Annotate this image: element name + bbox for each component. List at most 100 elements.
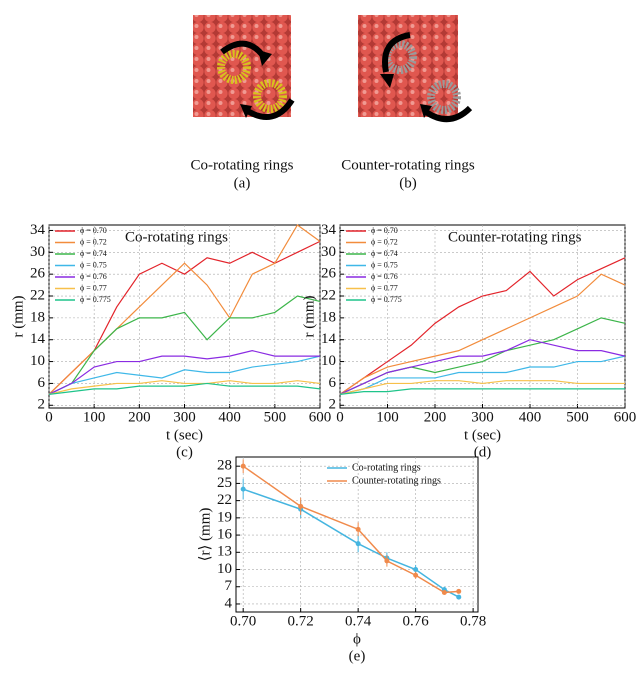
- legend-label: ϕ = 0.74: [80, 249, 107, 258]
- x-tick-label: 0.74: [345, 613, 372, 629]
- y-tick-label: 10: [217, 561, 232, 577]
- legend-label: ϕ = 0.74: [371, 249, 398, 258]
- panel-label: (b): [399, 175, 417, 191]
- series-line: [339, 339, 626, 395]
- x-tick-label: 0.78: [460, 613, 486, 629]
- x-tick-label: 400: [519, 409, 542, 425]
- y-tick-label: 7: [225, 578, 233, 594]
- series-line: [339, 355, 626, 395]
- x-axis-label: t (sec): [166, 427, 203, 443]
- legend-label: ϕ = 0.76: [371, 272, 398, 281]
- data-point: [456, 594, 462, 600]
- legend-label: Co-rotating rings: [352, 462, 421, 473]
- image-b: [358, 15, 473, 122]
- panel-label: (c): [176, 444, 193, 460]
- legend-label: ϕ = 0.77: [80, 283, 107, 292]
- legend-label: ϕ = 0.77: [371, 283, 398, 292]
- panel-label: (d): [474, 444, 492, 460]
- series-line: [339, 380, 625, 395]
- y-tick-label: 6: [329, 375, 337, 391]
- y-tick-label: 13: [217, 544, 232, 560]
- y-tick-label: 2: [38, 397, 46, 413]
- legend-label: Counter-rotating rings: [352, 475, 441, 486]
- y-tick-label: 26: [30, 266, 46, 282]
- annotation: Co-rotating rings: [125, 229, 228, 245]
- x-tick-label: 0.70: [230, 613, 256, 629]
- y-tick-label: 30: [321, 244, 336, 260]
- y-axis-label: ⟨r⟩ (mm): [197, 508, 213, 562]
- x-tick-label: 0: [45, 409, 53, 425]
- image-a: [193, 15, 295, 121]
- y-tick-label: 4: [225, 595, 233, 611]
- x-tick-label: 0: [336, 409, 344, 425]
- legend-label: ϕ = 0.70: [80, 226, 107, 235]
- series-line: [339, 273, 626, 395]
- y-tick-label: 34: [30, 222, 46, 238]
- x-tick-label: 300: [471, 409, 494, 425]
- series-line: [48, 382, 321, 395]
- y-tick-label: 14: [321, 331, 337, 347]
- data-point: [240, 463, 246, 469]
- series-line: [48, 380, 321, 395]
- y-tick-label: 28: [217, 458, 232, 474]
- series-line: [48, 350, 320, 395]
- y-axis-label: r (mm): [10, 295, 26, 337]
- y-tick-label: 25: [217, 475, 232, 491]
- x-axis-label: t (sec): [464, 427, 501, 443]
- data-point: [298, 503, 304, 509]
- y-tick-label: 26: [321, 266, 337, 282]
- x-tick-label: 600: [614, 409, 637, 425]
- y-tick-label: 19: [217, 509, 232, 525]
- x-tick-label: 600: [309, 409, 332, 425]
- data-point: [355, 541, 361, 547]
- y-axis-label: r (mm): [301, 295, 317, 337]
- legend-label: ϕ = 0.75: [80, 260, 107, 269]
- x-tick-label: 200: [424, 409, 447, 425]
- x-tick-label: 500: [264, 409, 287, 425]
- data-point: [384, 558, 390, 564]
- legend-label: ϕ = 0.75: [371, 260, 398, 269]
- x-tick-label: 0.72: [288, 613, 314, 629]
- legend-label: ϕ = 0.775: [80, 295, 111, 304]
- data-point: [441, 589, 447, 595]
- x-tick-label: 200: [128, 409, 151, 425]
- x-tick-label: 100: [376, 409, 399, 425]
- x-tick-label: 500: [566, 409, 589, 425]
- data-point: [355, 526, 361, 532]
- y-tick-label: 10: [30, 353, 45, 369]
- data-point: [240, 486, 246, 492]
- y-tick-label: 30: [30, 244, 45, 260]
- x-tick-label: 100: [83, 409, 106, 425]
- y-tick-label: 34: [321, 222, 337, 238]
- data-point: [413, 572, 419, 578]
- plot-frame: [235, 456, 479, 613]
- y-tick-label: 22: [217, 492, 232, 508]
- y-tick-label: 2: [329, 397, 337, 413]
- series-line: [339, 257, 626, 395]
- panel-label: (a): [234, 175, 251, 191]
- legend-label: ϕ = 0.76: [80, 272, 107, 281]
- x-axis-label: ϕ: [353, 631, 361, 647]
- y-tick-label: 16: [217, 527, 233, 543]
- series-line: [48, 295, 321, 395]
- legend-label: ϕ = 0.72: [80, 237, 107, 246]
- y-tick-label: 14: [30, 331, 46, 347]
- y-tick-label: 22: [30, 287, 45, 303]
- series-line: [48, 355, 321, 395]
- y-tick-label: 10: [321, 353, 336, 369]
- legend-label: ϕ = 0.70: [371, 226, 398, 235]
- x-tick-label: 0.76: [403, 613, 430, 629]
- image-caption: Counter-rotating rings: [341, 157, 475, 173]
- annotation: Counter-rotating rings: [448, 229, 582, 245]
- x-tick-label: 400: [218, 409, 241, 425]
- legend-label: ϕ = 0.72: [371, 237, 398, 246]
- data-point: [413, 567, 419, 573]
- panel-label: (e): [349, 648, 366, 664]
- y-tick-label: 18: [321, 309, 336, 325]
- x-tick-label: 300: [173, 409, 196, 425]
- legend-label: ϕ = 0.775: [371, 295, 402, 304]
- image-caption: Co-rotating rings: [191, 157, 294, 173]
- y-tick-label: 22: [321, 287, 336, 303]
- y-tick-label: 18: [30, 309, 45, 325]
